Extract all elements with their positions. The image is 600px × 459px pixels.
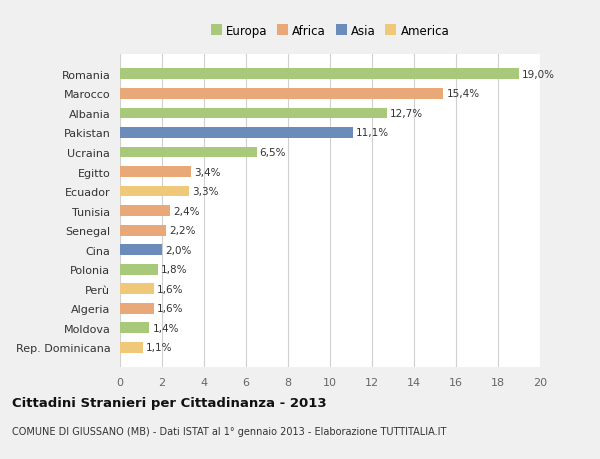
Legend: Europa, Africa, Asia, America: Europa, Africa, Asia, America (206, 20, 454, 43)
Text: 6,5%: 6,5% (260, 148, 286, 157)
Bar (120, 186, 190, 197)
Bar (120, 225, 166, 236)
Text: 1,4%: 1,4% (152, 323, 179, 333)
Bar (120, 264, 158, 275)
Bar (120, 108, 387, 119)
Text: 1,6%: 1,6% (157, 304, 183, 313)
Text: 2,4%: 2,4% (173, 206, 200, 216)
Text: 19,0%: 19,0% (522, 70, 555, 79)
Text: 1,6%: 1,6% (157, 284, 183, 294)
Text: Cittadini Stranieri per Cittadinanza - 2013: Cittadini Stranieri per Cittadinanza - 2… (12, 396, 326, 409)
Bar (120, 284, 154, 295)
Bar (120, 245, 162, 256)
Text: 2,2%: 2,2% (169, 226, 196, 235)
Text: 3,4%: 3,4% (194, 167, 221, 177)
Bar (120, 167, 191, 178)
Text: 11,1%: 11,1% (356, 128, 389, 138)
Bar (120, 69, 519, 80)
Text: 1,8%: 1,8% (161, 265, 187, 274)
Text: 1,1%: 1,1% (146, 343, 173, 353)
Text: 3,3%: 3,3% (193, 187, 219, 196)
Bar (120, 89, 443, 100)
Bar (120, 323, 149, 334)
Bar (120, 128, 353, 139)
Bar (120, 342, 143, 353)
Text: 2,0%: 2,0% (165, 245, 191, 255)
Text: 15,4%: 15,4% (446, 89, 479, 99)
Bar (120, 147, 257, 158)
Bar (120, 303, 154, 314)
Text: 12,7%: 12,7% (390, 109, 423, 118)
Bar (120, 206, 170, 217)
Text: COMUNE DI GIUSSANO (MB) - Dati ISTAT al 1° gennaio 2013 - Elaborazione TUTTITALI: COMUNE DI GIUSSANO (MB) - Dati ISTAT al … (12, 426, 446, 436)
